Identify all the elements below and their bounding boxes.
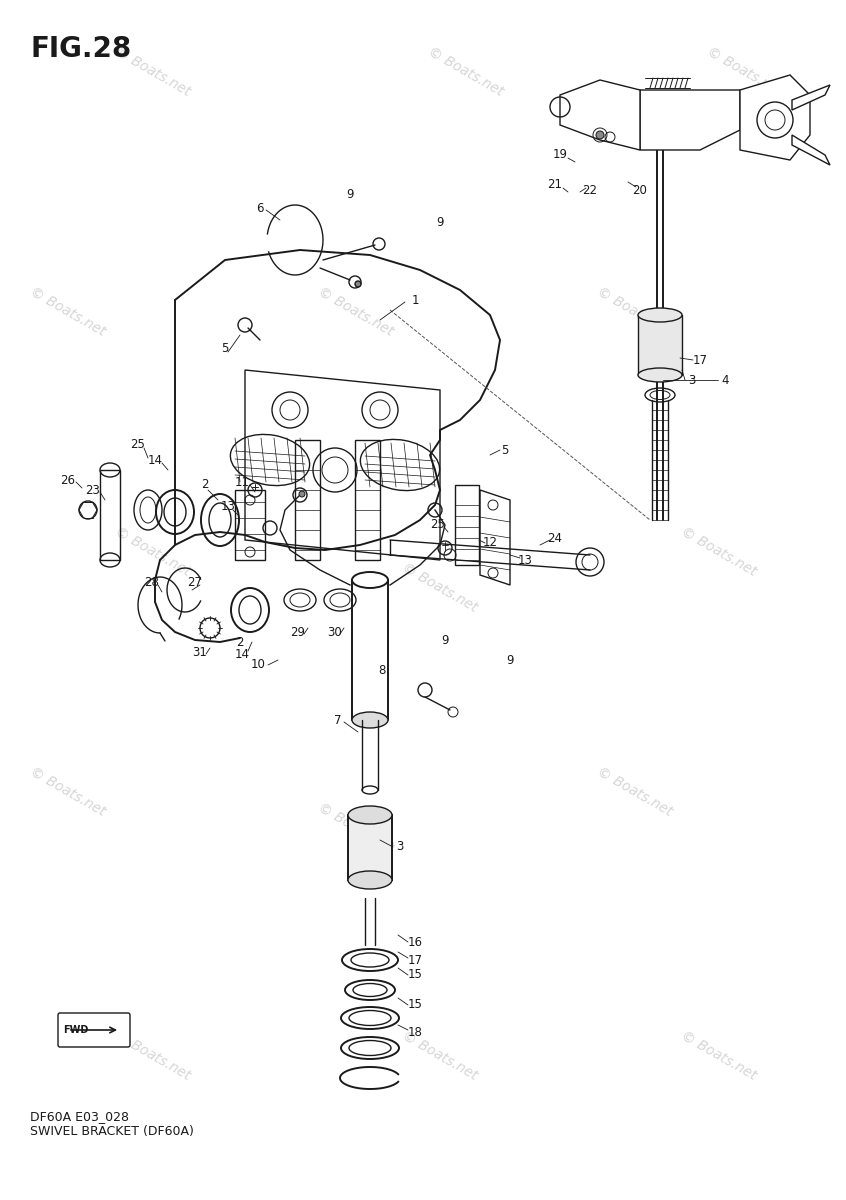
Text: 19: 19	[552, 149, 568, 162]
Polygon shape	[740, 74, 810, 160]
Text: © Boats.net: © Boats.net	[113, 44, 192, 100]
Ellipse shape	[348, 871, 392, 889]
Text: 14: 14	[234, 648, 250, 661]
Text: © Boats.net: © Boats.net	[595, 284, 674, 340]
Ellipse shape	[638, 308, 682, 322]
Circle shape	[299, 491, 305, 497]
Bar	[295, 440, 320, 560]
Text: 28: 28	[145, 576, 159, 588]
Text: 26: 26	[61, 474, 75, 486]
Text: 6: 6	[256, 202, 264, 215]
Ellipse shape	[348, 806, 392, 824]
Text: © Boats.net: © Boats.net	[113, 1028, 192, 1084]
Text: 12: 12	[482, 535, 497, 548]
Text: 7: 7	[334, 714, 342, 726]
Text: 29: 29	[290, 625, 305, 638]
Text: 9: 9	[437, 216, 444, 228]
Text: © Boats.net: © Boats.net	[679, 1028, 759, 1084]
Text: 15: 15	[408, 998, 422, 1012]
Text: 2: 2	[201, 479, 209, 492]
Text: © Boats.net: © Boats.net	[400, 1028, 480, 1084]
Text: 20: 20	[633, 184, 647, 197]
Text: 23: 23	[85, 484, 101, 497]
Text: 17: 17	[693, 354, 707, 366]
Text: 18: 18	[408, 1026, 422, 1038]
Bar	[355, 440, 380, 560]
Text: 27: 27	[188, 576, 202, 588]
Text: SWIVEL BRACKET (DF60A): SWIVEL BRACKET (DF60A)	[30, 1126, 194, 1138]
Polygon shape	[792, 85, 830, 110]
Text: 30: 30	[327, 625, 343, 638]
Text: 4: 4	[722, 373, 728, 386]
Bar	[348, 815, 392, 880]
Text: 8: 8	[378, 664, 386, 677]
Text: 14: 14	[147, 454, 162, 467]
Text: 1: 1	[411, 294, 419, 306]
Bar	[455, 485, 479, 565]
Polygon shape	[792, 134, 830, 164]
Polygon shape	[560, 80, 640, 150]
Circle shape	[596, 131, 604, 139]
Text: 25: 25	[431, 518, 446, 532]
Text: 3: 3	[396, 840, 404, 853]
Text: 22: 22	[583, 184, 597, 197]
Text: 15: 15	[408, 968, 422, 982]
Text: 9: 9	[346, 188, 354, 202]
Text: © Boats.net: © Boats.net	[28, 764, 107, 820]
Text: © Boats.net: © Boats.net	[595, 764, 674, 820]
Text: 2: 2	[236, 636, 244, 648]
Text: 13: 13	[221, 500, 235, 514]
Ellipse shape	[352, 712, 388, 728]
Circle shape	[355, 281, 361, 287]
Text: © Boats.net: © Boats.net	[316, 800, 395, 856]
Text: 11: 11	[234, 475, 250, 488]
Text: 24: 24	[547, 532, 563, 545]
Text: © Boats.net: © Boats.net	[705, 44, 784, 100]
Polygon shape	[640, 90, 740, 150]
Text: 31: 31	[193, 646, 207, 659]
Text: 5: 5	[222, 342, 228, 354]
Text: 21: 21	[547, 179, 563, 192]
Text: © Boats.net: © Boats.net	[316, 284, 395, 340]
Text: DF60A E03_028: DF60A E03_028	[30, 1110, 129, 1123]
Text: 3: 3	[689, 373, 695, 386]
Text: 9: 9	[506, 654, 514, 666]
Text: 5: 5	[502, 444, 508, 456]
Text: 25: 25	[130, 438, 146, 451]
Text: 10: 10	[250, 659, 266, 672]
Text: 13: 13	[518, 553, 532, 566]
Text: © Boats.net: © Boats.net	[113, 524, 192, 580]
Bar	[638, 314, 682, 374]
Text: © Boats.net: © Boats.net	[679, 524, 759, 580]
FancyBboxPatch shape	[58, 1013, 130, 1046]
Text: © Boats.net: © Boats.net	[28, 284, 107, 340]
Text: FWD: FWD	[63, 1025, 88, 1034]
Text: 9: 9	[442, 634, 448, 647]
Text: © Boats.net: © Boats.net	[426, 44, 505, 100]
Text: 17: 17	[408, 954, 422, 966]
Ellipse shape	[638, 368, 682, 382]
Text: © Boats.net: © Boats.net	[400, 560, 480, 616]
Text: FIG.28: FIG.28	[30, 35, 131, 62]
Text: 16: 16	[408, 936, 422, 948]
